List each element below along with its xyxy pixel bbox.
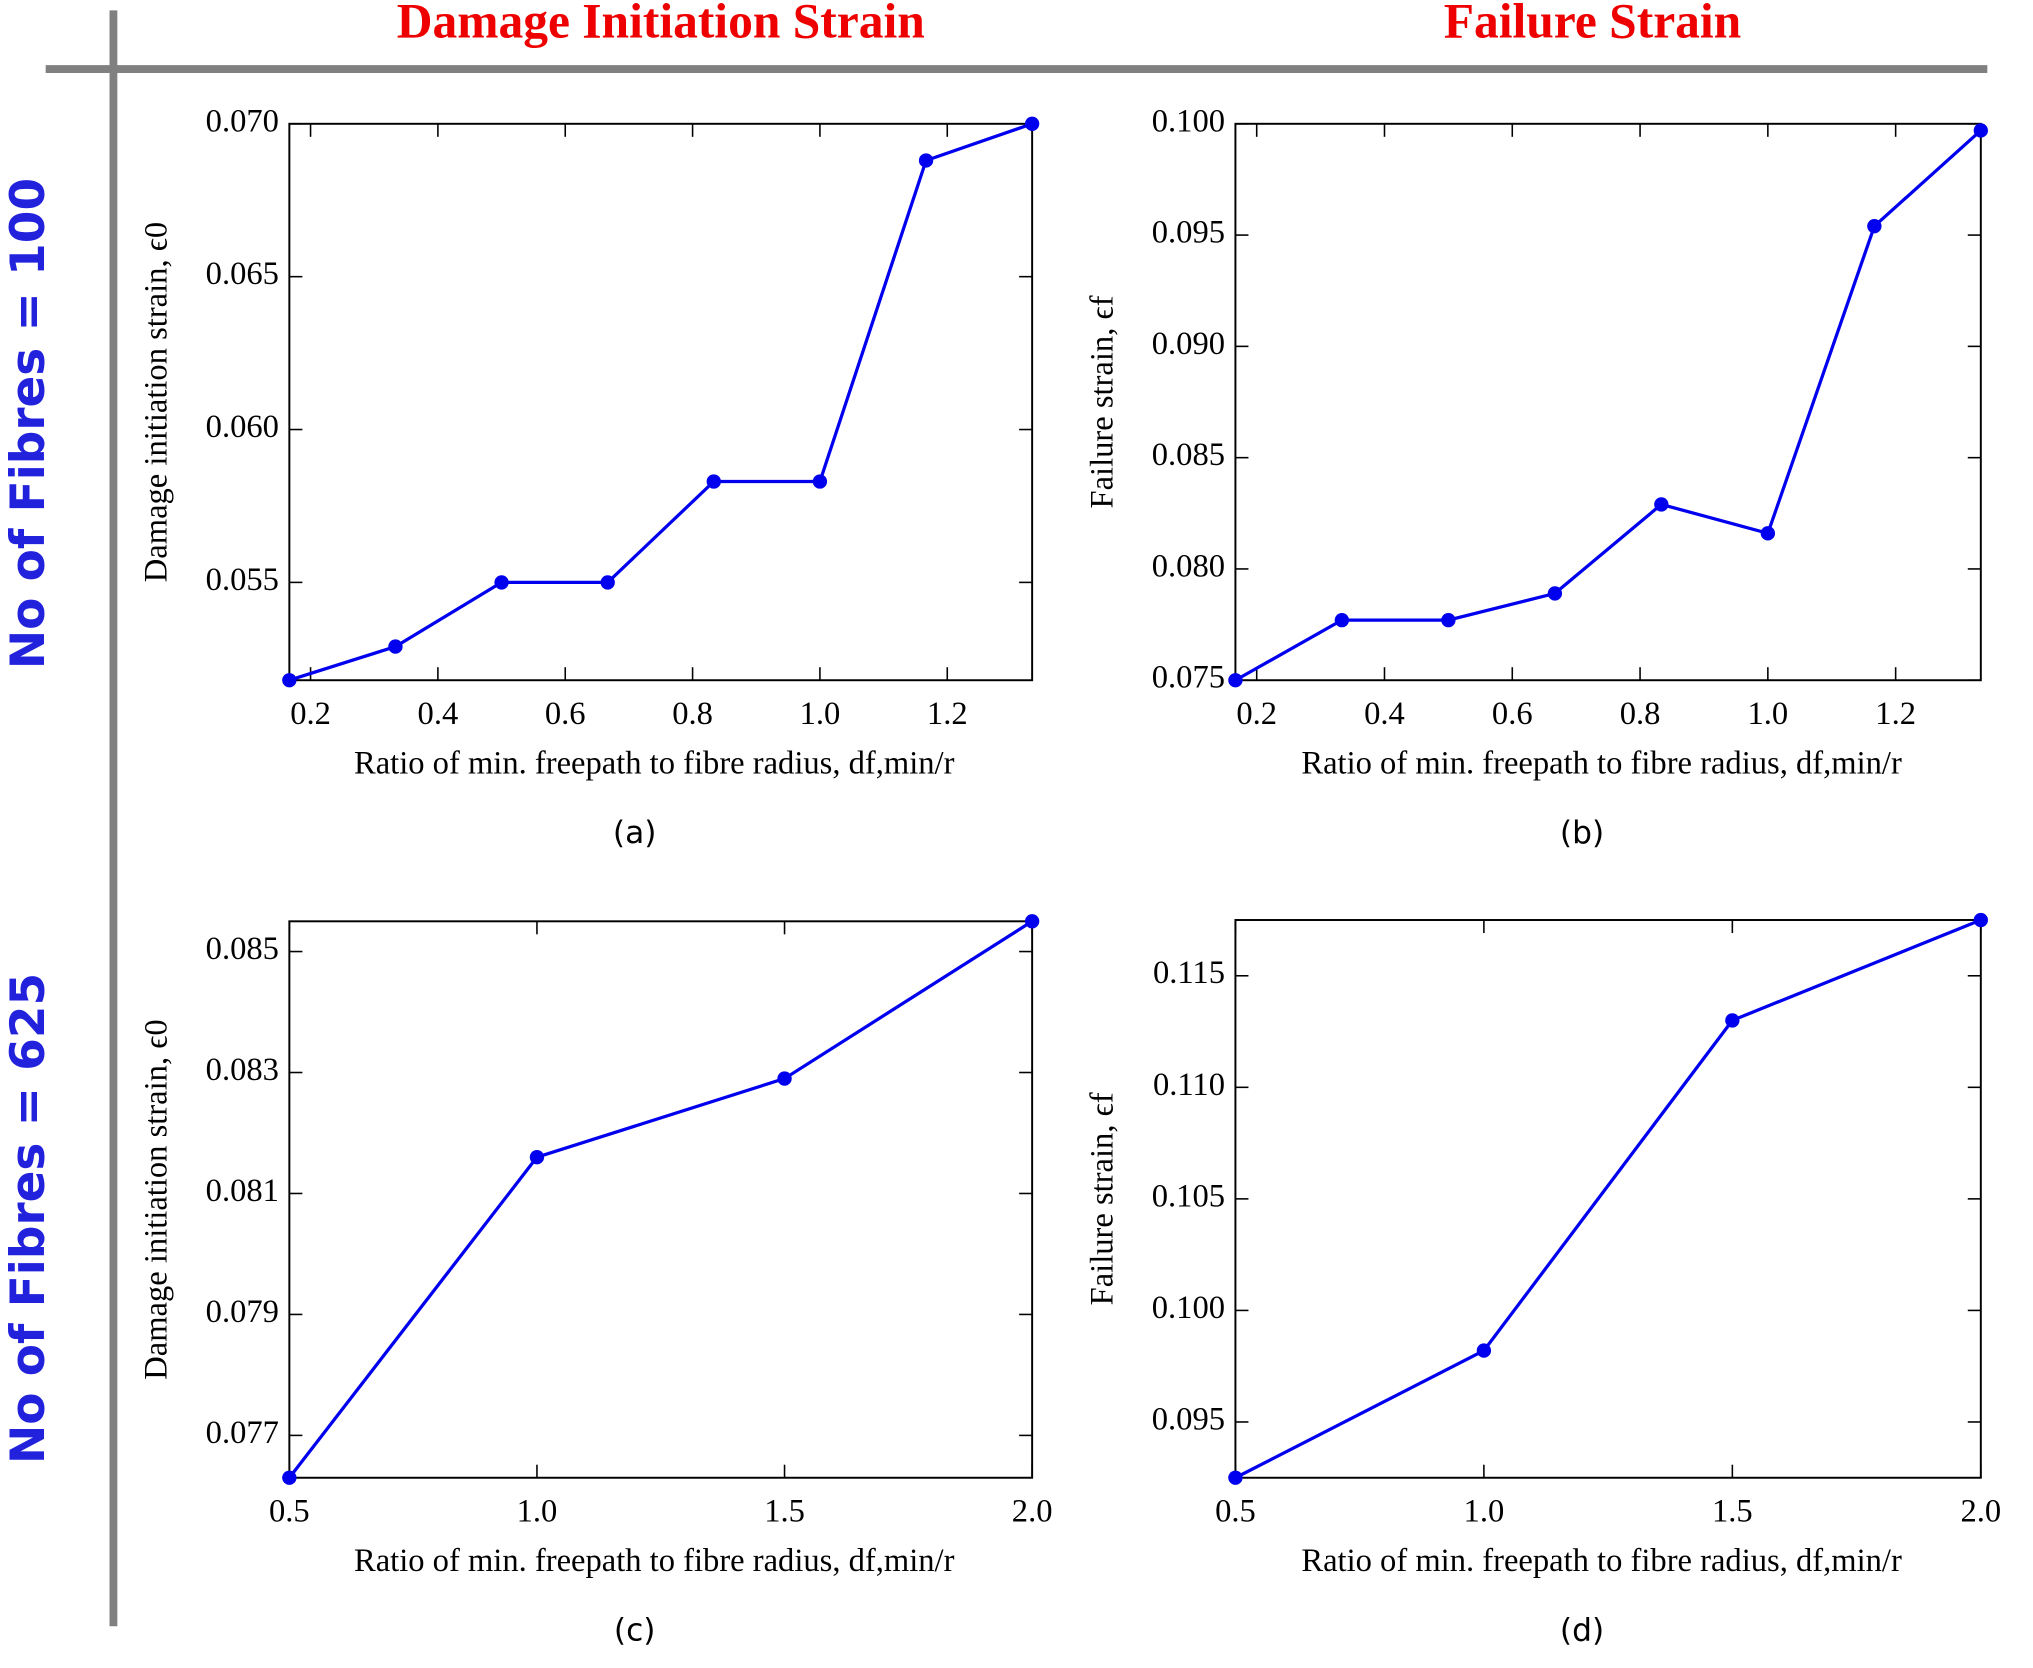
data-point	[1867, 219, 1882, 234]
plot-frame	[288, 122, 1034, 682]
caption: (d)	[1560, 1613, 1604, 1649]
caption: (b)	[1560, 815, 1604, 851]
x-axis-label: Ratio of min. freepath to fibre radius, …	[1301, 1543, 1902, 1579]
y-axis-label: Failure strain, ϵf	[1085, 295, 1121, 508]
caption: (a)	[613, 815, 657, 851]
data-line	[288, 122, 1033, 682]
x-tick-label: 2.0	[1960, 1494, 2001, 1530]
x-tick-label: 1.0	[1748, 696, 1789, 732]
row-header: No of Fibres = 100	[1, 178, 56, 669]
row-header: No of Fibres = 625	[1, 973, 56, 1464]
y-tick-label: 0.100	[1152, 103, 1225, 139]
x-axis-label: Ratio of min. freepath to fibre radius, …	[1301, 746, 1902, 782]
y-tick-label: 0.080	[1152, 548, 1225, 584]
x-tick-label: 1.5	[1712, 1494, 1753, 1530]
y-axis-label: Failure strain, ϵf	[1085, 1092, 1121, 1305]
data-point	[1024, 914, 1040, 929]
x-tick-label: 0.4	[418, 696, 459, 732]
data-point	[706, 474, 721, 489]
y-tick-label: 0.065	[206, 256, 279, 292]
column-header: Failure Strain	[1444, 0, 1741, 48]
x-axis-label: Ratio of min. freepath to fibre radius, …	[354, 746, 955, 782]
x-tick-label: 1.0	[517, 1494, 558, 1530]
y-axis-label: Damage initiation strain, ϵ0	[139, 222, 175, 582]
data-line	[1234, 129, 1982, 682]
y-tick-label: 0.081	[206, 1173, 279, 1209]
column-header: Damage Initiation Strain	[397, 0, 925, 48]
x-tick-label: 0.2	[290, 696, 331, 732]
y-tick-label: 0.085	[206, 931, 279, 967]
data-point	[918, 153, 934, 168]
data-point	[1725, 1013, 1740, 1028]
data-line	[1234, 918, 1982, 1480]
data-point	[777, 1071, 792, 1086]
data-point	[1760, 526, 1776, 541]
data-point	[388, 639, 403, 654]
y-tick-label: 0.075	[1152, 660, 1225, 696]
data-line	[288, 919, 1034, 1479]
data-point	[1654, 497, 1669, 512]
data-point	[1228, 673, 1243, 688]
y-tick-label: 0.079	[206, 1294, 279, 1330]
y-tick-label: 0.110	[1153, 1067, 1225, 1103]
x-tick-label: 0.6	[1492, 696, 1533, 732]
x-tick-label: 0.2	[1236, 696, 1277, 732]
plot-frame	[1234, 122, 1982, 682]
data-point	[1228, 1470, 1243, 1485]
plot-frame	[288, 920, 1034, 1479]
y-tick-label: 0.083	[206, 1052, 279, 1088]
data-point	[529, 1150, 545, 1165]
x-tick-label: 0.6	[545, 696, 586, 732]
data-point	[1476, 1343, 1492, 1358]
x-tick-label: 1.0	[1464, 1494, 1505, 1530]
x-tick-label: 0.5	[269, 1494, 310, 1530]
data-point	[1024, 116, 1040, 131]
y-tick-label: 0.100	[1152, 1290, 1225, 1326]
plot-frame	[1234, 919, 1982, 1479]
y-tick-label: 0.077	[206, 1415, 279, 1451]
data-point	[282, 673, 297, 688]
x-tick-label: 1.2	[1875, 696, 1916, 732]
x-tick-label: 0.5	[1215, 1494, 1256, 1530]
x-tick-label: 0.8	[672, 696, 713, 732]
data-point	[494, 575, 509, 590]
y-tick-label: 0.115	[1153, 955, 1225, 991]
y-tick-label: 0.060	[206, 409, 279, 445]
x-tick-label: 2.0	[1012, 1494, 1053, 1530]
data-point	[600, 575, 615, 590]
y-tick-label: 0.090	[1152, 326, 1225, 362]
data-point	[1334, 612, 1350, 628]
y-tick-label: 0.095	[1152, 215, 1225, 251]
y-tick-label: 0.105	[1152, 1178, 1225, 1214]
y-axis-label: Damage initiation strain, ϵ0	[139, 1019, 175, 1379]
x-tick-label: 0.4	[1364, 696, 1405, 732]
data-point	[1441, 612, 1456, 628]
y-tick-label: 0.070	[206, 103, 279, 139]
data-point	[1973, 912, 1988, 928]
y-tick-label: 0.095	[1152, 1401, 1225, 1437]
x-tick-label: 0.8	[1620, 696, 1661, 732]
x-tick-label: 1.2	[927, 696, 968, 732]
data-point	[282, 1470, 297, 1485]
data-point	[812, 474, 828, 489]
x-axis-label: Ratio of min. freepath to fibre radius, …	[354, 1543, 955, 1579]
data-point	[1973, 123, 1988, 138]
y-tick-label: 0.055	[206, 562, 279, 598]
caption: (c)	[614, 1613, 656, 1649]
y-tick-label: 0.085	[1152, 437, 1225, 473]
data-point	[1547, 586, 1563, 601]
x-tick-label: 1.5	[764, 1494, 805, 1530]
x-tick-label: 1.0	[800, 696, 841, 732]
